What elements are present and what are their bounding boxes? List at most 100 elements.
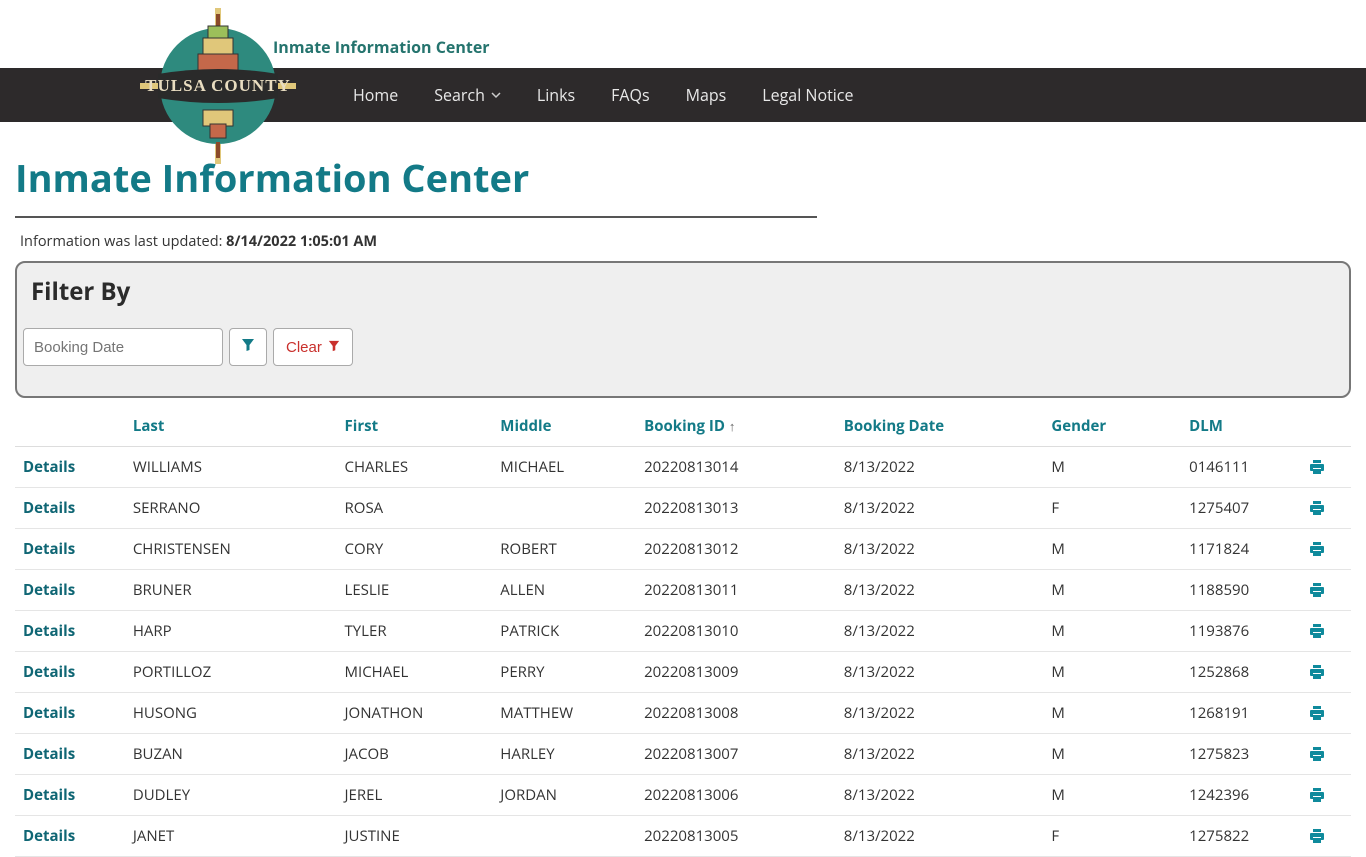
col-dlm-label: DLM <box>1189 416 1223 436</box>
inmate-table: Last First Middle Booking ID ↑ Booking D… <box>15 406 1351 857</box>
cell-booking-id: 20220813008 <box>636 693 836 734</box>
cell-first: JEREL <box>337 775 493 816</box>
col-first[interactable]: First <box>337 406 493 447</box>
cell-last: SERRANO <box>125 488 337 529</box>
col-booking-date[interactable]: Booking Date <box>836 406 1044 447</box>
details-link[interactable]: Details <box>23 662 75 682</box>
col-last[interactable]: Last <box>125 406 337 447</box>
filter-title: Filter By <box>31 275 1335 308</box>
details-link[interactable]: Details <box>23 621 75 641</box>
print-icon[interactable] <box>1309 541 1343 557</box>
print-icon[interactable] <box>1309 623 1343 639</box>
print-icon[interactable] <box>1309 705 1343 721</box>
cell-first: JONATHON <box>337 693 493 734</box>
cell-last: HARP <box>125 611 337 652</box>
cell-last: WILLIAMS <box>125 447 337 488</box>
cell-gender: M <box>1043 693 1181 734</box>
nav-home[interactable]: Home <box>335 84 416 106</box>
details-link[interactable]: Details <box>23 539 75 559</box>
details-link[interactable]: Details <box>23 744 75 764</box>
cell-last: PORTILLOZ <box>125 652 337 693</box>
cell-last: BUZAN <box>125 734 337 775</box>
chevron-down-icon <box>491 90 501 100</box>
cell-booking-id: 20220813014 <box>636 447 836 488</box>
details-link[interactable]: Details <box>23 457 75 477</box>
cell-middle: MATTHEW <box>492 693 636 734</box>
cell-gender: F <box>1043 816 1181 857</box>
nav-faqs[interactable]: FAQs <box>593 84 667 106</box>
col-print <box>1301 406 1351 447</box>
cell-middle <box>492 816 636 857</box>
cell-middle: ROBERT <box>492 529 636 570</box>
updated-timestamp: 8/14/2022 1:05:01 AM <box>226 232 377 251</box>
clear-filter-button[interactable]: Clear <box>273 328 353 366</box>
col-last-label: Last <box>133 416 165 436</box>
filter-panel: Filter By Clear <box>15 261 1351 398</box>
cell-booking-date: 8/13/2022 <box>836 652 1044 693</box>
col-dlm[interactable]: DLM <box>1181 406 1301 447</box>
print-icon[interactable] <box>1309 787 1343 803</box>
cell-last: BRUNER <box>125 570 337 611</box>
nav-maps-label: Maps <box>686 84 727 106</box>
cell-booking-id: 20220813007 <box>636 734 836 775</box>
filter-icon <box>328 339 340 356</box>
apply-filter-button[interactable] <box>229 328 267 366</box>
cell-first: JUSTINE <box>337 816 493 857</box>
cell-middle: JORDAN <box>492 775 636 816</box>
cell-dlm: 1268191 <box>1181 693 1301 734</box>
cell-first: MICHAEL <box>337 652 493 693</box>
cell-dlm: 1275823 <box>1181 734 1301 775</box>
print-icon[interactable] <box>1309 746 1343 762</box>
print-icon[interactable] <box>1309 500 1343 516</box>
cell-booking-date: 8/13/2022 <box>836 488 1044 529</box>
details-link[interactable]: Details <box>23 580 75 600</box>
nav-search-label: Search <box>434 84 485 106</box>
cell-booking-date: 8/13/2022 <box>836 775 1044 816</box>
col-gender-label: Gender <box>1051 416 1106 436</box>
clear-label: Clear <box>286 339 322 356</box>
table-row: DetailsSERRANOROSA202208130138/13/2022F1… <box>15 488 1351 529</box>
col-booking-id[interactable]: Booking ID ↑ <box>636 406 836 447</box>
site-logo[interactable]: TULSA COUNTY <box>140 8 296 164</box>
print-icon[interactable] <box>1309 828 1343 844</box>
col-gender[interactable]: Gender <box>1043 406 1181 447</box>
table-row: DetailsBRUNERLESLIEALLEN202208130118/13/… <box>15 570 1351 611</box>
cell-gender: M <box>1043 529 1181 570</box>
print-icon[interactable] <box>1309 582 1343 598</box>
print-icon[interactable] <box>1309 459 1343 475</box>
details-link[interactable]: Details <box>23 703 75 723</box>
cell-booking-id: 20220813005 <box>636 816 836 857</box>
details-link[interactable]: Details <box>23 826 75 846</box>
cell-dlm: 1193876 <box>1181 611 1301 652</box>
cell-dlm: 1242396 <box>1181 775 1301 816</box>
table-header-row: Last First Middle Booking ID ↑ Booking D… <box>15 406 1351 447</box>
table-row: DetailsCHRISTENSENCORYROBERT202208130128… <box>15 529 1351 570</box>
cell-first: CHARLES <box>337 447 493 488</box>
col-first-label: First <box>345 416 379 436</box>
cell-first: TYLER <box>337 611 493 652</box>
nav-links[interactable]: Links <box>519 84 593 106</box>
cell-booking-id: 20220813010 <box>636 611 836 652</box>
col-middle[interactable]: Middle <box>492 406 636 447</box>
details-link[interactable]: Details <box>23 785 75 805</box>
nav-home-label: Home <box>353 84 398 106</box>
cell-booking-id: 20220813013 <box>636 488 836 529</box>
nav-maps[interactable]: Maps <box>668 84 745 106</box>
cell-last: JANET <box>125 816 337 857</box>
cell-last: CHRISTENSEN <box>125 529 337 570</box>
table-row: DetailsWILLIAMSCHARLESMICHAEL20220813014… <box>15 447 1351 488</box>
cell-booking-id: 20220813011 <box>636 570 836 611</box>
cell-first: CORY <box>337 529 493 570</box>
cell-booking-date: 8/13/2022 <box>836 816 1044 857</box>
cell-middle: ALLEN <box>492 570 636 611</box>
booking-date-input[interactable] <box>23 328 223 366</box>
cell-gender: M <box>1043 652 1181 693</box>
details-link[interactable]: Details <box>23 498 75 518</box>
col-bdate-label: Booking Date <box>844 416 944 436</box>
cell-middle: HARLEY <box>492 734 636 775</box>
cell-first: LESLIE <box>337 570 493 611</box>
nav-legal-notice[interactable]: Legal Notice <box>744 84 871 106</box>
nav-search[interactable]: Search <box>416 84 519 106</box>
table-row: DetailsDUDLEYJERELJORDAN202208130068/13/… <box>15 775 1351 816</box>
print-icon[interactable] <box>1309 664 1343 680</box>
